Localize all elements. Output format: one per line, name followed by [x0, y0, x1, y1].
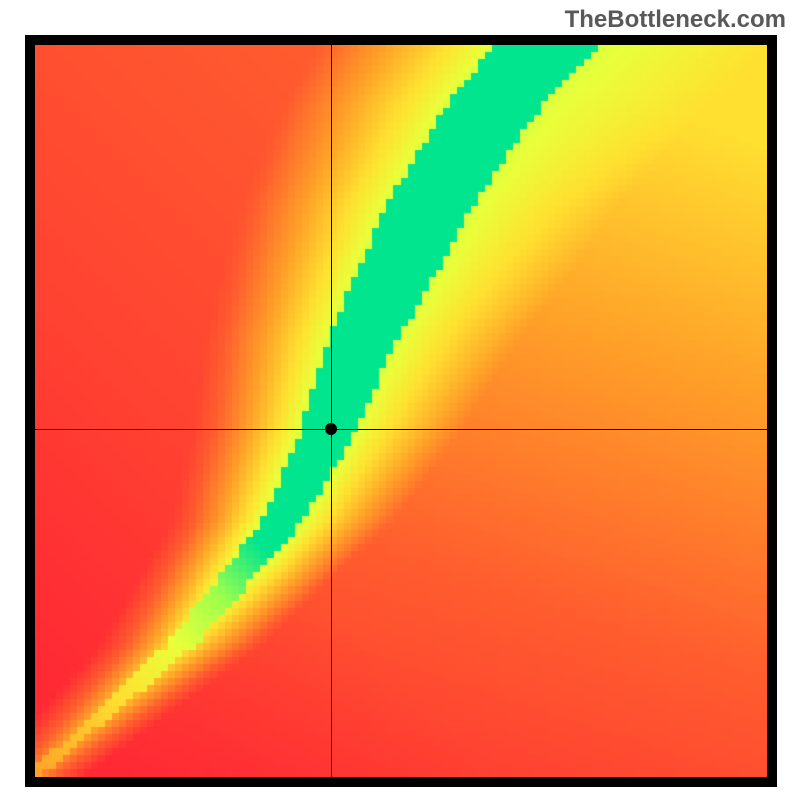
- watermark-text: TheBottleneck.com: [565, 6, 786, 34]
- root-container: TheBottleneck.com: [0, 0, 800, 800]
- crosshair-vertical: [331, 45, 332, 777]
- crosshair-horizontal: [35, 429, 767, 430]
- heatmap-canvas: [35, 45, 767, 777]
